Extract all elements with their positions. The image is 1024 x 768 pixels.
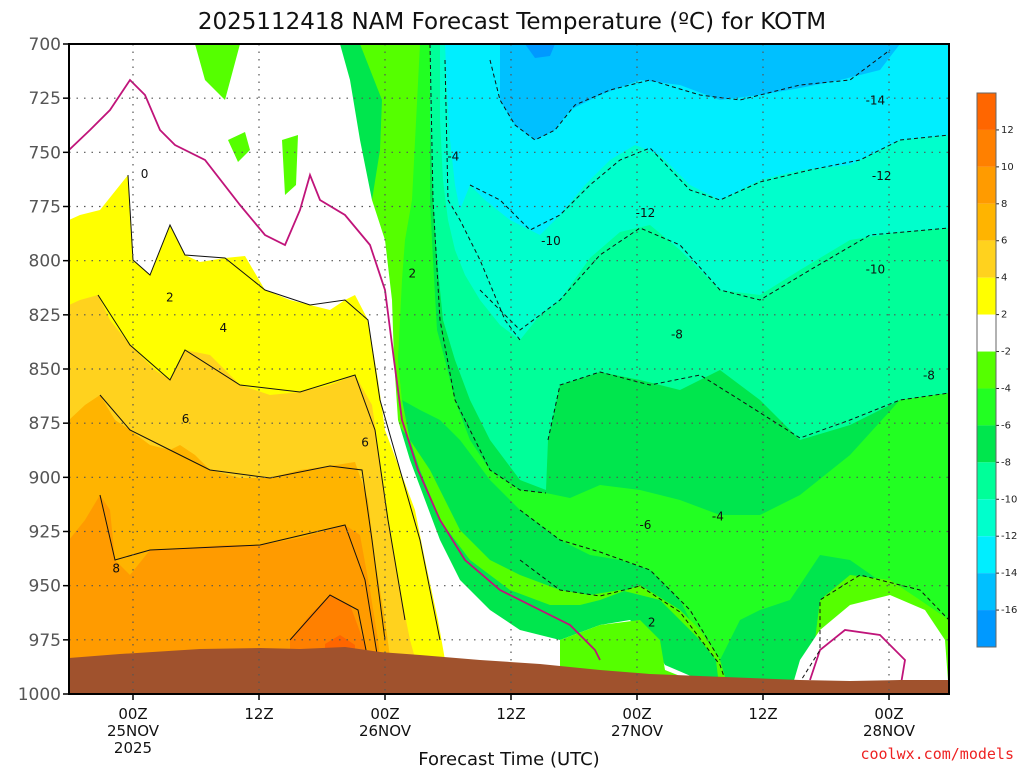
band-below-minus-16 [525,44,555,58]
y-tick-label: 875 [29,414,61,434]
contour-label: -10 [866,262,886,276]
contour-label: -10 [541,234,561,248]
color-legend-swatch [977,573,996,611]
y-tick-label: 900 [29,468,61,488]
contour-label: 6 [182,412,190,426]
x-tick-label: 00Z [622,705,651,723]
color-legend-label: 2 [1001,310,1007,321]
color-legend-swatch [977,499,996,537]
y-tick-label: 825 [29,306,61,326]
x-tick-label: 2025 [114,739,152,757]
y-tick-label: 800 [29,252,61,272]
plot-area [69,44,949,694]
color-legend-frame [976,92,997,648]
band-minus-2-to-2-east [790,595,949,694]
x-tick-label: 26NOV [359,722,412,740]
x-tick-label: 27NOV [611,722,664,740]
terrain-surface [69,647,949,694]
color-legend-swatch [977,166,996,204]
color-legend-label: -8 [1001,457,1011,468]
y-tick-label: 700 [29,35,61,55]
color-legend-swatch [977,388,996,426]
contour-label: -12 [636,206,656,220]
color-legend-swatch [977,277,996,315]
contour-label: 4 [220,321,228,335]
x-tick-label: 12Z [496,705,525,723]
contour-label: 0 [141,167,149,181]
color-legend-swatch [977,610,996,647]
color-legend-label: 8 [1001,199,1007,210]
color-legend-label: -14 [1001,568,1017,579]
color-legend-label: -12 [1001,531,1017,542]
y-tick-label: 725 [29,89,61,109]
color-legend-label: 12 [1001,125,1014,136]
y-tick-label: 950 [29,577,61,597]
color-legend-label: -2 [1001,347,1011,358]
color-legend-swatch [977,351,996,389]
x-tick-label: 28NOV [863,722,916,740]
contour-label: -12 [872,169,892,183]
y-tick-label: 775 [29,198,61,218]
band-minus-16-to-minus-14 [500,44,900,140]
contour-label: 8 [112,561,120,575]
x-tick-label: 00Z [370,705,399,723]
x-tick-label: 00Z [118,705,147,723]
contour-label: -4 [712,509,724,523]
x-tick-label: 12Z [244,705,273,723]
y-tick-label: 1000 [18,685,61,705]
color-legend-swatch [977,425,996,463]
color-legend-label: 10 [1001,162,1014,173]
x-tick-label: 25NOV [107,722,160,740]
contour-label: 2 [648,616,656,630]
y-tick-label: 850 [29,360,61,380]
contour-negative-lines [429,44,949,694]
color-legend-label: 6 [1001,236,1007,247]
contour-label: -4 [447,150,459,164]
contour-label: -14 [866,93,886,107]
contour-label: -8 [923,369,935,383]
y-tick-label: 975 [29,631,61,651]
contour-label: -8 [671,327,683,341]
color-legend-swatch [977,129,996,167]
color-legend-swatch [977,314,996,352]
band-minus-6-to-minus-4 [380,44,949,694]
color-legend-label: -4 [1001,383,1011,394]
contour-label: 2 [409,267,417,281]
color-legend-swatch [977,240,996,278]
x-tick-label: 00Z [874,705,903,723]
band-minus-4-east-islands [195,44,298,195]
x-axis-label: Forecast Time (UTC) [418,749,599,768]
contour-label: -6 [639,518,651,532]
color-legend-label: -10 [1001,494,1017,505]
color-legend-swatch [977,93,996,130]
color-legend-label: -16 [1001,605,1017,616]
contour-label: 2 [166,291,174,305]
color-legend-swatch [977,536,996,574]
x-tick-label: 12Z [748,705,777,723]
y-tick-label: 925 [29,523,61,543]
credit-link[interactable]: coolwx.com/models [860,745,1014,763]
contour-label: 6 [361,436,369,450]
chart-title: 2025112418 NAM Forecast Temperature (ºC)… [198,9,826,35]
color-legend-label: 4 [1001,273,1007,284]
color-legend-label: -6 [1001,420,1011,431]
contour-zero-line-east [809,629,906,691]
contour-zero-line [69,78,601,661]
color-legend: 12 10 8 6 4 2 -2 -4 -6 -8 -10 -12 -14 -16 [976,92,1017,648]
color-legend-swatch [977,462,996,500]
y-axis: 700 725 750 775 800 825 850 875 900 925 950 975 1000 [18,35,69,705]
y-tick-label: 750 [29,143,61,163]
contour-positive-lines [97,174,441,661]
color-legend-swatch [977,203,996,241]
